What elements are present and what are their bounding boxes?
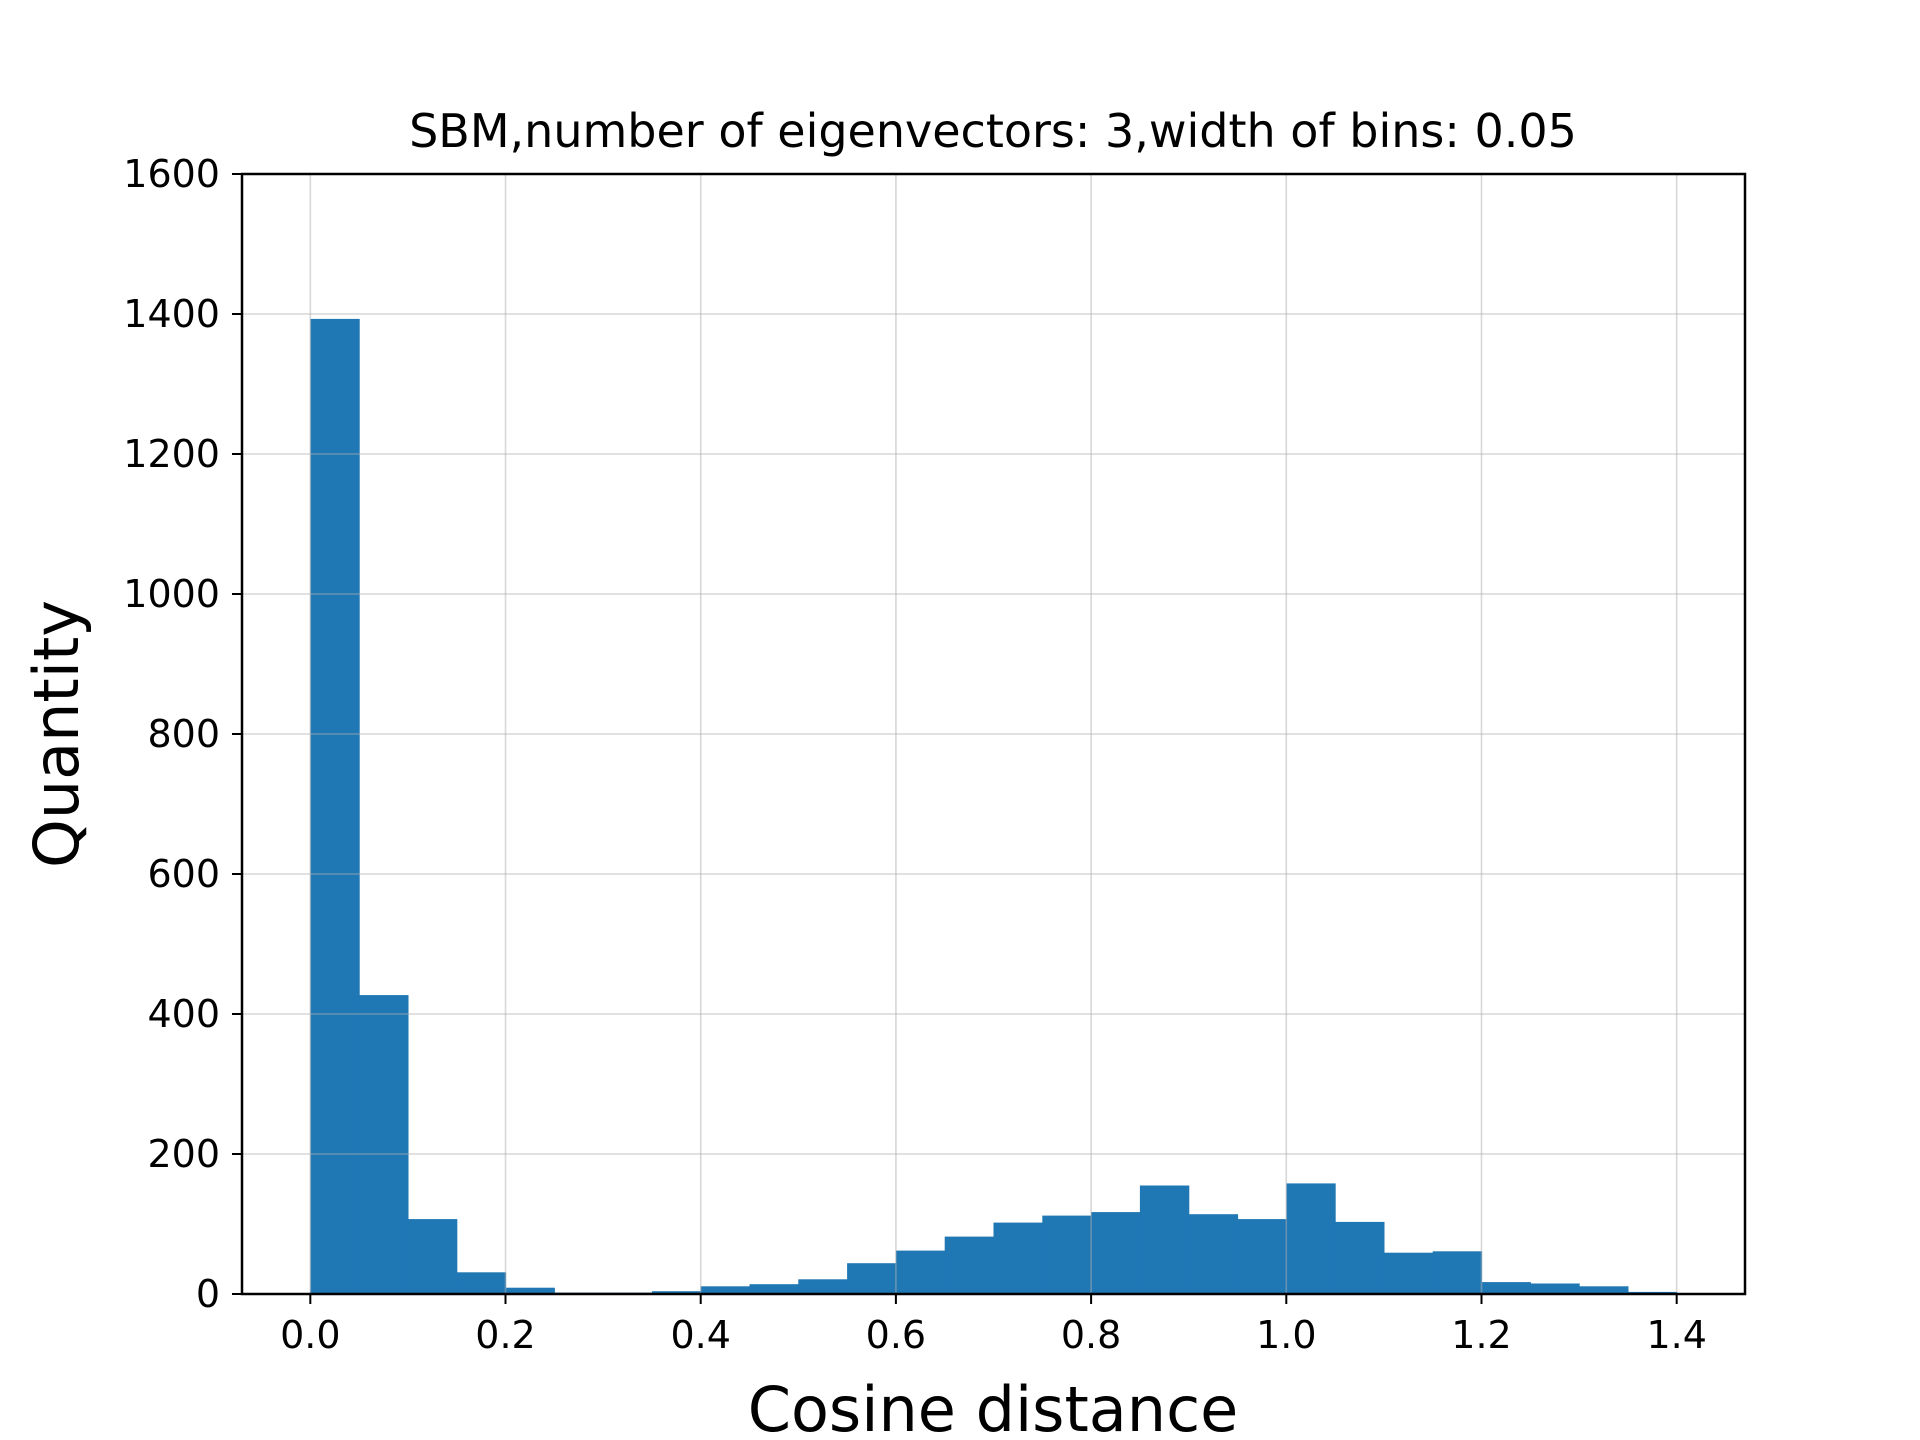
histogram-bar: [1530, 1283, 1580, 1294]
y-axis-ticks: 0 200 400 600 800 1000 1200 1400 1600: [123, 152, 242, 1316]
histogram-bar: [700, 1286, 751, 1294]
histogram-bar: [1237, 1219, 1287, 1294]
histogram-bar: [798, 1279, 848, 1294]
histogram-bar: [310, 318, 360, 1294]
histogram-bar: [505, 1287, 555, 1294]
histogram-bar: [1139, 1185, 1190, 1294]
x-tick-label: 0.6: [866, 1313, 926, 1357]
histogram-bar: [1188, 1214, 1239, 1294]
histogram-bar: [1432, 1251, 1483, 1294]
histogram-bar: [993, 1222, 1043, 1294]
x-axis-label: Cosine distance: [748, 1373, 1239, 1440]
histogram-bar: [944, 1236, 995, 1294]
histogram-bars: [310, 318, 1678, 1294]
histogram-bar: [1335, 1221, 1385, 1294]
x-axis-ticks: 0.0 0.2 0.4 0.6 0.8 1.0 1.2 1.4: [280, 1294, 1707, 1357]
y-tick-label: 200: [147, 1132, 220, 1176]
y-axis-label: Quantity: [20, 600, 93, 868]
histogram-bar: [456, 1272, 507, 1294]
histogram-bar: [1383, 1252, 1434, 1294]
y-tick-label: 1000: [123, 572, 220, 616]
y-tick-label: 400: [147, 992, 220, 1036]
y-tick-label: 1400: [123, 292, 220, 336]
y-tick-label: 0: [196, 1272, 220, 1316]
histogram-bar: [749, 1284, 799, 1294]
x-tick-label: 0.4: [670, 1313, 730, 1357]
histogram-bar: [895, 1250, 946, 1294]
histogram-bar: [1286, 1183, 1336, 1294]
y-tick-label: 600: [147, 852, 220, 896]
histogram-bar: [1091, 1212, 1141, 1294]
histogram-bar: [1579, 1286, 1629, 1294]
histogram-bar: [407, 1219, 458, 1294]
histogram-bar: [847, 1263, 897, 1294]
x-tick-label: 1.4: [1646, 1313, 1706, 1357]
histogram-bar: [651, 1291, 702, 1294]
y-tick-label: 1200: [123, 432, 220, 476]
chart-title: SBM,number of eigenvectors: 3,width of b…: [409, 104, 1577, 158]
x-tick-label: 0.2: [475, 1313, 535, 1357]
x-tick-label: 0.8: [1061, 1313, 1121, 1357]
histogram-bar: [359, 995, 409, 1294]
histogram-bar: [1481, 1282, 1531, 1294]
x-tick-label: 1.2: [1451, 1313, 1511, 1357]
histogram-bar: [1042, 1215, 1092, 1294]
x-tick-label: 1.0: [1256, 1313, 1316, 1357]
x-tick-label: 0.0: [280, 1313, 340, 1357]
y-tick-label: 800: [147, 712, 220, 756]
y-tick-label: 1600: [123, 152, 220, 196]
